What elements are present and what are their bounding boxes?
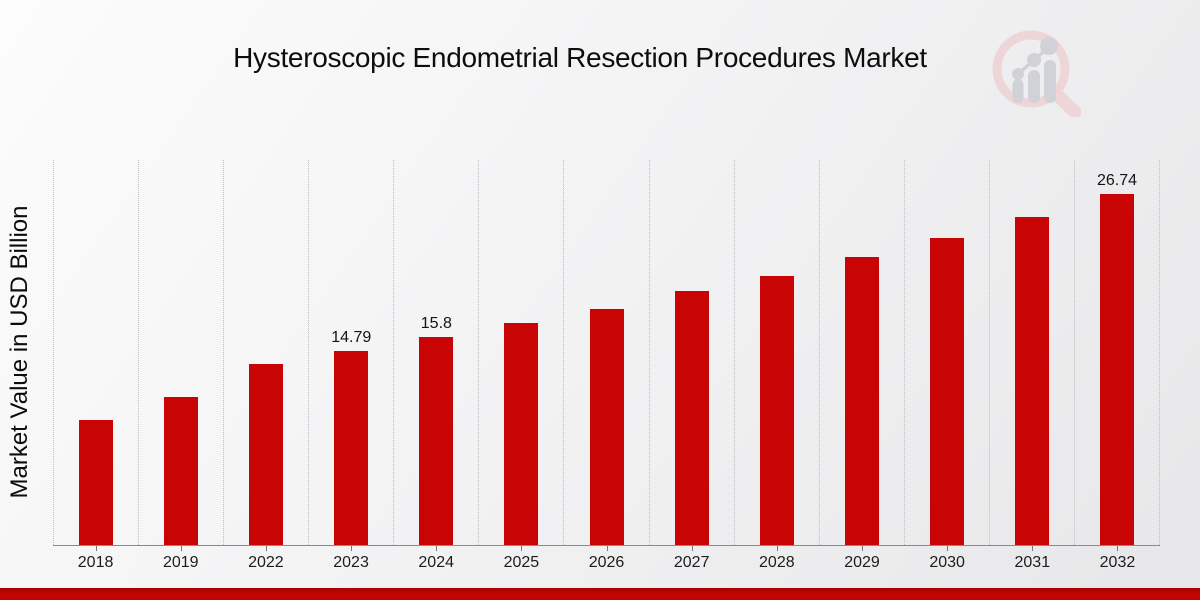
chart-title: Hysteroscopic Endometrial Resection Proc…: [233, 42, 927, 73]
bar-2026: [589, 308, 624, 545]
category-column-2029: [818, 160, 904, 545]
tick-mark: [776, 546, 778, 551]
x-tick-label-2018: 2018: [53, 546, 138, 572]
tick-mark: [947, 546, 949, 551]
tick-mark: [606, 546, 608, 551]
tick-mark: [265, 546, 267, 551]
category-column-2022: [223, 160, 308, 545]
x-tick-label-2022: 2022: [223, 546, 308, 572]
bar-2024: [419, 337, 454, 545]
bar-2023: [334, 350, 369, 545]
category-column-2030: [903, 160, 989, 545]
tick-mark: [691, 546, 693, 551]
tick-mark: [436, 546, 438, 551]
x-axis-labels: 2018 2019 2022 2023 2024 2025 2026 2027 2028 2029…: [53, 546, 1160, 572]
bar-value-label-2023: 14.79: [331, 328, 372, 346]
x-tick-label-2026: 2026: [564, 546, 649, 572]
magnifier-bar-chart-logo-icon: [992, 30, 1082, 117]
category-column-2032: 26.74: [1073, 160, 1161, 545]
bar-2032: [1099, 193, 1134, 545]
x-tick-label-2025: 2025: [479, 546, 564, 572]
bar-2030: [929, 237, 964, 545]
x-tick-label-2024: 2024: [394, 546, 479, 572]
tick-mark: [351, 546, 353, 551]
bar-2031: [1014, 216, 1049, 545]
tick-mark: [180, 546, 182, 551]
category-column-2023: 14.79: [308, 160, 393, 545]
x-tick-label-2019: 2019: [138, 546, 223, 572]
category-column-2027: [648, 160, 734, 545]
tick-mark: [861, 546, 863, 551]
category-column-2024: 15.8: [393, 160, 478, 545]
bar-2027: [674, 291, 709, 545]
footer-accent-bar: [0, 588, 1200, 600]
x-tick-label-2030: 2030: [905, 546, 990, 572]
bar-2018: [79, 420, 114, 545]
tick-mark: [95, 546, 97, 551]
y-axis-label: Market Value in USD Billion: [6, 205, 33, 499]
plot-area: 14.79 15.8 26.74: [53, 160, 1161, 546]
bar-value-label-2032: 26.74: [1096, 171, 1137, 189]
category-column-2018: [53, 160, 138, 545]
bar-2022: [249, 363, 284, 545]
x-tick-label-2027: 2027: [649, 546, 734, 572]
bar-2028: [759, 275, 794, 545]
x-tick-label-2029: 2029: [819, 546, 904, 572]
bar-value-label-2024: 15.8: [420, 315, 452, 333]
tick-mark: [1032, 546, 1034, 551]
x-tick-label-2023: 2023: [308, 546, 393, 572]
x-tick-label-2032: 2032: [1075, 546, 1160, 572]
category-column-2028: [733, 160, 819, 545]
category-column-2019: [138, 160, 223, 545]
bar-2025: [504, 322, 539, 545]
category-column-2025: [478, 160, 563, 545]
bar-2029: [844, 257, 879, 545]
category-column-2031: [988, 160, 1074, 545]
bar-2019: [164, 396, 199, 545]
x-tick-label-2028: 2028: [734, 546, 819, 572]
category-column-2026: [563, 160, 648, 545]
tick-mark: [521, 546, 523, 551]
tick-mark: [1117, 546, 1119, 551]
x-tick-label-2031: 2031: [990, 546, 1075, 572]
